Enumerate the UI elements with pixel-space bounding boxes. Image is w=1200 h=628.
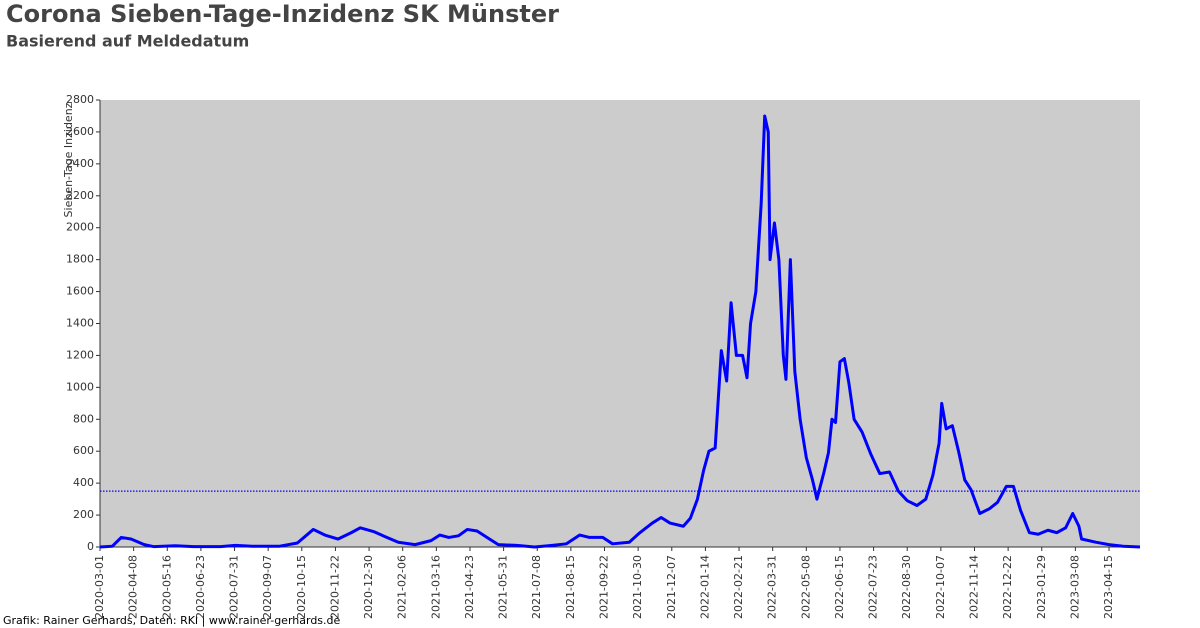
y-tick-label: 1600	[66, 285, 94, 298]
x-tick-label: 2020-09-07	[261, 555, 274, 619]
x-tick-label: 2022-07-23	[867, 555, 880, 619]
x-tick-label: 2022-06-15	[833, 555, 846, 619]
x-tick-label: 2023-04-15	[1102, 555, 1115, 619]
y-tick-label: 2400	[66, 157, 94, 170]
x-tick-label: 2020-12-30	[362, 555, 375, 619]
x-tick-label: 2023-03-08	[1068, 555, 1081, 619]
y-tick-label: 2600	[66, 125, 94, 138]
chart-subtitle: Basierend auf Meldedatum	[6, 32, 249, 51]
x-tick-label: 2022-03-31	[766, 555, 779, 619]
plot-area	[100, 100, 1140, 547]
x-tick-label: 2021-05-31	[497, 555, 510, 619]
x-tick-label: 2020-04-08	[127, 555, 140, 619]
y-tick-label: 800	[73, 412, 94, 425]
y-tick-label: 1200	[66, 348, 94, 361]
data-line	[99, 114, 1141, 549]
x-tick-label: 2021-10-30	[631, 555, 644, 619]
x-tick-label: 2021-08-15	[564, 555, 577, 619]
y-tick-label: 2200	[66, 189, 94, 202]
x-tick-label: 2021-09-22	[598, 555, 611, 619]
y-tick-label: 1400	[66, 317, 94, 330]
x-tick-label: 2020-03-01	[93, 555, 106, 619]
y-tick-label: 1000	[66, 380, 94, 393]
x-tick-label: 2021-02-06	[396, 555, 409, 619]
footer: Grafik: Rainer Gerhards, Daten: RKI | ww…	[3, 614, 341, 627]
x-tick-label: 2022-12-22	[1001, 555, 1014, 619]
x-tick-label: 2020-06-23	[194, 555, 207, 619]
y-tick-label: 2800	[66, 93, 94, 106]
x-tick-label: 2023-01-29	[1035, 555, 1048, 619]
x-tick-label: 2021-07-08	[530, 555, 543, 619]
y-tick-label: 0	[87, 540, 94, 553]
y-tick-label: 2000	[66, 221, 94, 234]
chart-title: Corona Sieben-Tage-Inzidenz SK Münster	[6, 0, 559, 28]
x-tick-label: 2022-05-08	[799, 555, 812, 619]
y-tick-label: 400	[73, 476, 94, 489]
y-tick-label: 600	[73, 444, 94, 457]
x-tick-label: 2021-04-23	[463, 555, 476, 619]
y-tick-label: 1800	[66, 253, 94, 266]
x-tick-label: 2020-10-15	[295, 555, 308, 619]
x-tick-label: 2022-01-14	[698, 555, 711, 619]
x-tick-label: 2021-12-07	[665, 555, 678, 619]
x-tick-label: 2022-10-07	[934, 555, 947, 619]
x-tick-label: 2022-02-21	[732, 555, 745, 619]
x-tick-label: 2022-11-14	[967, 555, 980, 619]
x-tick-label: 2020-07-31	[228, 555, 241, 619]
x-tick-label: 2020-05-16	[160, 555, 173, 619]
y-tick-label: 200	[73, 508, 94, 521]
y-axis-label: Sieben-Tage Inzidenz	[62, 102, 75, 217]
x-tick-label: 2020-11-22	[328, 555, 341, 619]
x-tick-label: 2022-08-30	[900, 555, 913, 619]
x-tick-label: 2021-03-16	[429, 555, 442, 619]
